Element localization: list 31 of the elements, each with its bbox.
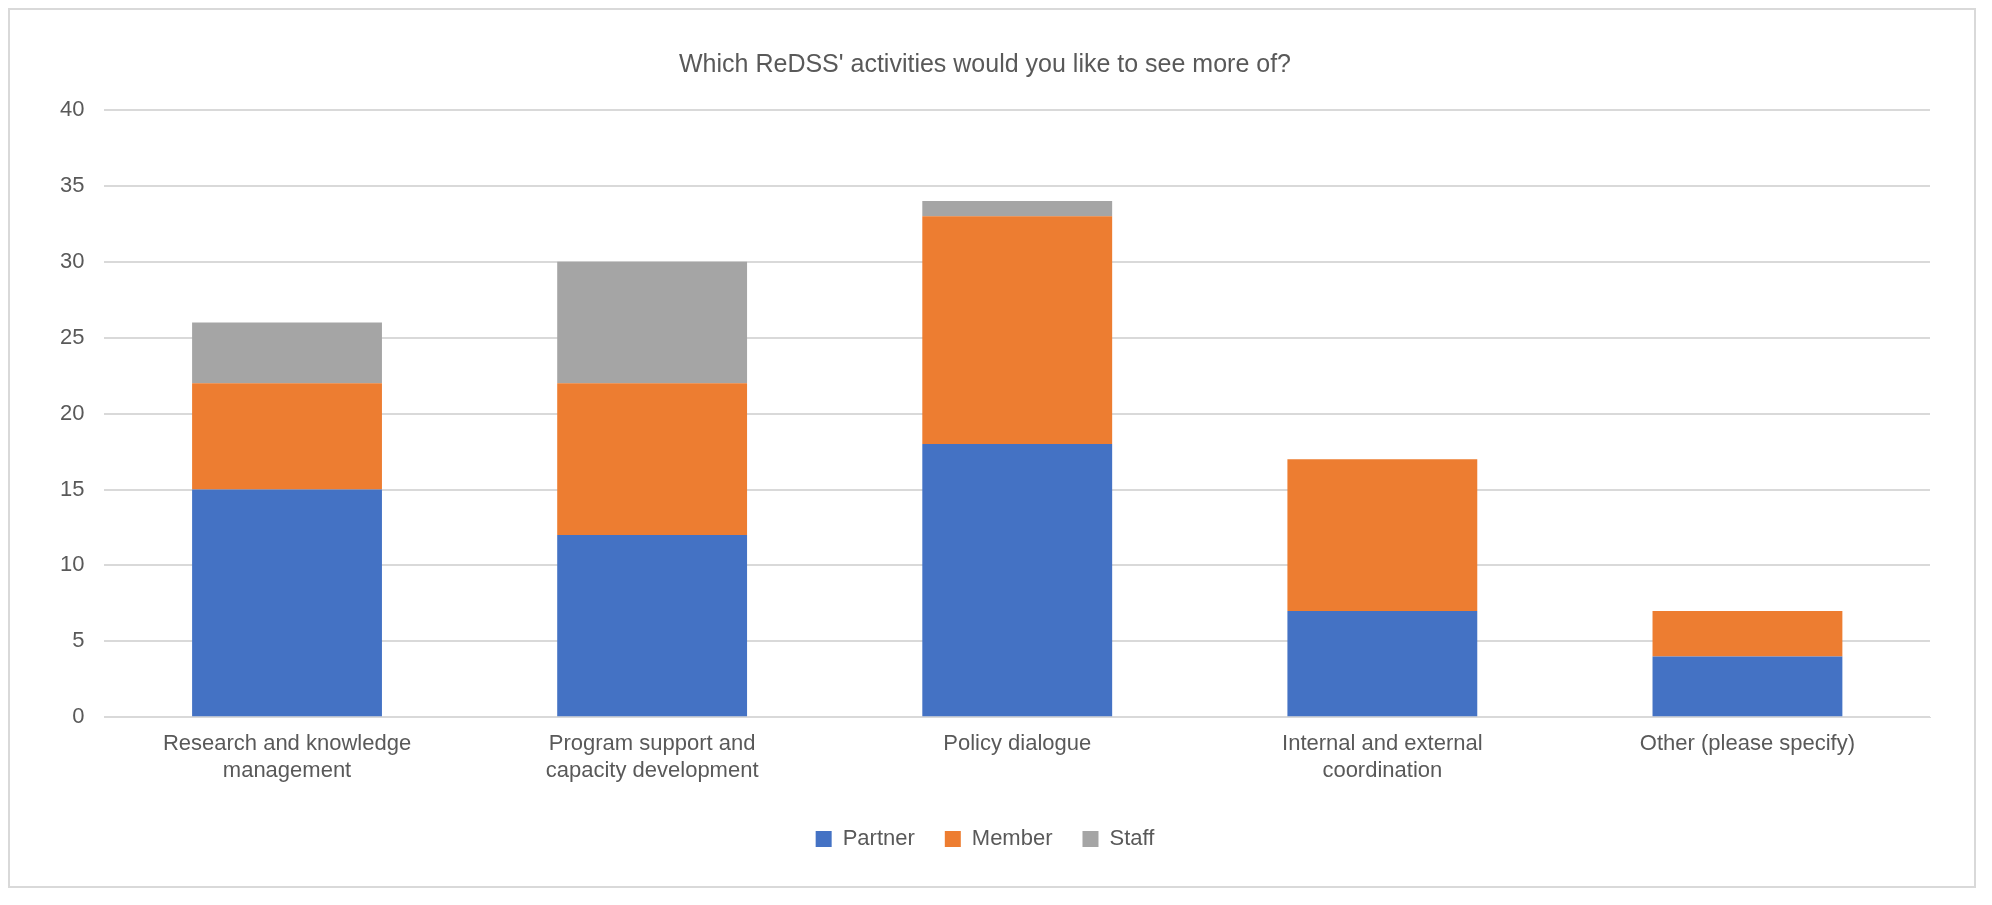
bar	[1652, 610, 1843, 657]
y-tick-label: 5	[72, 627, 85, 653]
bar	[192, 322, 382, 384]
chart-title: Which ReDSS' activities would you like to see more of?	[679, 48, 1291, 77]
bar	[1287, 610, 1478, 717]
x-tick-label: Other (please specify)	[1639, 730, 1856, 756]
legend-label: Staff	[1109, 825, 1156, 851]
x-tick-label: Internal and external coordination	[1282, 730, 1483, 782]
y-tick-label: 15	[59, 475, 85, 501]
bar	[557, 383, 748, 536]
bar	[192, 489, 382, 717]
bar	[557, 535, 748, 717]
bar	[1287, 459, 1478, 611]
x-tick-label: Policy dialogue	[943, 730, 1092, 756]
bar	[557, 261, 748, 384]
bar	[192, 383, 382, 490]
bar	[922, 443, 1113, 717]
bar	[922, 216, 1113, 444]
y-tick-label: 35	[59, 171, 85, 197]
y-tick-label: 40	[59, 96, 85, 122]
x-tick-label: Program support and capacity development	[545, 730, 759, 782]
y-tick-label: 25	[59, 323, 85, 349]
legend-label: Member	[971, 825, 1053, 851]
bar	[922, 201, 1113, 217]
y-tick-label: 30	[59, 247, 85, 273]
x-tick-label: Research and knowledge management	[162, 730, 412, 782]
y-tick-label: 0	[72, 703, 85, 729]
y-tick-label: 10	[59, 551, 85, 577]
y-tick-label: 20	[59, 399, 85, 425]
legend-label: Partner	[842, 825, 915, 851]
bar	[1652, 656, 1843, 717]
